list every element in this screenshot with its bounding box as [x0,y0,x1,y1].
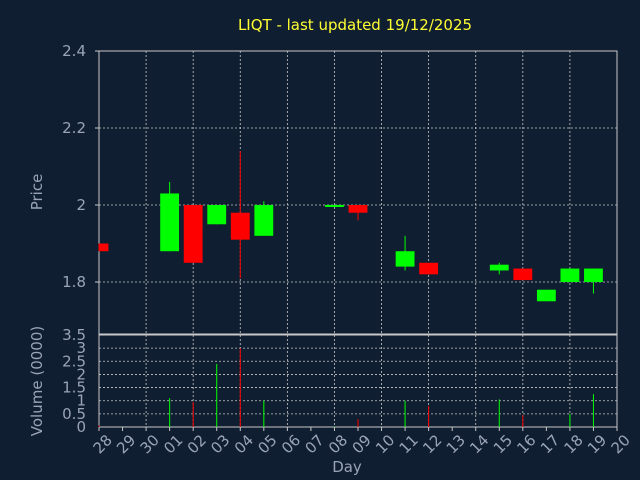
x-tick-label: 19 [584,431,610,457]
x-tick-label: 10 [372,431,398,457]
candle-body [160,193,180,252]
x-tick-label: 05 [254,431,280,457]
x-tick-label: 29 [113,431,139,457]
candle-body [348,205,368,213]
x-tick-label: 08 [325,431,351,457]
x-tick-label: 30 [137,431,163,457]
x-tick-label: 01 [160,431,186,457]
x-tick-label: 17 [537,431,563,457]
volume-panel: 00.511.522.533.5 [62,326,618,436]
candle-12 [419,262,439,275]
candle-body [207,205,227,225]
candle-03 [207,205,227,225]
price-plot-frame [98,50,618,335]
x-tick-label: 28 [90,431,116,457]
x-tick-label: 09 [349,431,375,457]
candle-body [560,268,580,283]
candle-17 [536,289,556,302]
candle-body [489,264,509,271]
x-tick-label: 16 [513,431,539,457]
candle-08 [325,204,344,207]
x-tick-label: 07 [301,431,327,457]
candle-18 [560,268,580,283]
chart-title: LIQT - last updated 19/12/2025 [238,16,472,34]
price-tick-label: 2.4 [62,42,86,60]
price-tick-label: 2 [76,196,86,214]
x-tick-label: 02 [184,431,210,457]
x-tick-labels: 2829300102030405060708091011121314151617… [90,427,634,457]
candle-body [419,262,439,275]
volume-tick-label: 2 [76,365,86,383]
candle-15 [489,262,509,275]
volume-tick-label: 1.5 [62,379,86,397]
candle-16 [513,268,533,281]
volume-tick-label: 2.5 [62,352,86,370]
candle-body [325,204,344,207]
volume-plot-frame [98,334,618,428]
price-tick-label: 1.8 [62,273,86,291]
candle-04 [230,151,250,279]
volume-tick-label: 0 [76,418,86,436]
candle-body [230,212,250,240]
price-axis-label: Price [28,174,46,211]
x-tick-label: 06 [278,431,304,457]
candle-body [536,289,556,302]
volume-tick-label: 0.5 [62,405,86,423]
candle-body [584,268,603,283]
candle-02 [183,205,203,263]
candle-body [395,251,415,267]
candle-11 [395,235,415,271]
price-panel: 1.8 2 2.2 2.4 [62,42,618,335]
candle-01 [160,181,180,252]
day-axis-label: Day [332,458,362,476]
x-tick-label: 18 [560,431,586,457]
volume-tick-label: 1 [76,392,86,410]
candle-28 [98,243,109,252]
candle-body [99,243,109,252]
x-tick-label: 03 [207,431,233,457]
x-tick-label: 14 [466,431,492,457]
x-tick-label: 15 [490,431,516,457]
candle-05 [254,201,274,236]
candle-body [513,268,533,281]
x-tick-label: 04 [231,431,257,457]
candle-body [183,205,203,263]
volume-tick-label: 3.5 [62,326,86,344]
volume-tick-label: 3 [76,339,86,357]
price-tick-label: 2.2 [62,119,86,137]
candle-body [254,205,274,236]
x-tick-label: 20 [608,431,634,457]
x-tick-label: 13 [443,431,469,457]
volume-axis-label: Volume (0000) [28,326,46,436]
x-tick-label: 11 [396,431,422,457]
candle-09 [348,205,368,221]
candle-19 [584,268,603,294]
x-tick-label: 12 [419,431,445,457]
